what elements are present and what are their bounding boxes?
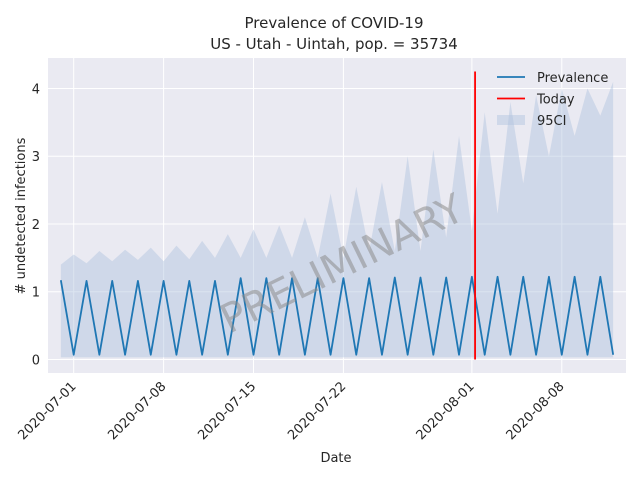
x-tick-label: 2020-07-22: [285, 379, 349, 443]
x-tick-label: 2020-08-01: [414, 379, 478, 443]
chart-title: Prevalence of COVID-19: [244, 14, 423, 32]
x-axis-ticks: 2020-07-01 2020-07-08 2020-07-15 2020-07-22…: [15, 379, 567, 443]
chart-subtitle: US - Utah - Uintah, pop. = 35734: [210, 35, 458, 53]
legend: Prevalence Today 95CI: [497, 71, 608, 129]
y-axis-ticks: 0 1 2 3 4: [32, 82, 40, 368]
y-tick-label: 4: [32, 82, 40, 97]
x-tick-label: 2020-08-08: [504, 379, 568, 443]
grid-lines: [48, 58, 626, 373]
x-tick-label: 2020-07-15: [195, 379, 259, 443]
legend-label: Prevalence: [537, 71, 608, 86]
y-tick-label: 1: [32, 286, 40, 301]
legend-label: Today: [536, 93, 575, 108]
legend-label: 95CI: [537, 114, 566, 129]
x-axis-label: Date: [320, 451, 351, 466]
legend-swatch: [497, 115, 525, 125]
x-tick-label: 2020-07-01: [15, 379, 79, 443]
x-tick-label: 2020-07-08: [105, 379, 169, 443]
prevalence-line: [59, 275, 615, 356]
y-tick-label: 2: [32, 218, 40, 233]
y-tick-label: 3: [32, 150, 40, 165]
y-tick-label: 0: [32, 353, 40, 368]
y-axis-label: # undetected infections: [14, 137, 29, 294]
prevalence-series: [59, 275, 615, 356]
